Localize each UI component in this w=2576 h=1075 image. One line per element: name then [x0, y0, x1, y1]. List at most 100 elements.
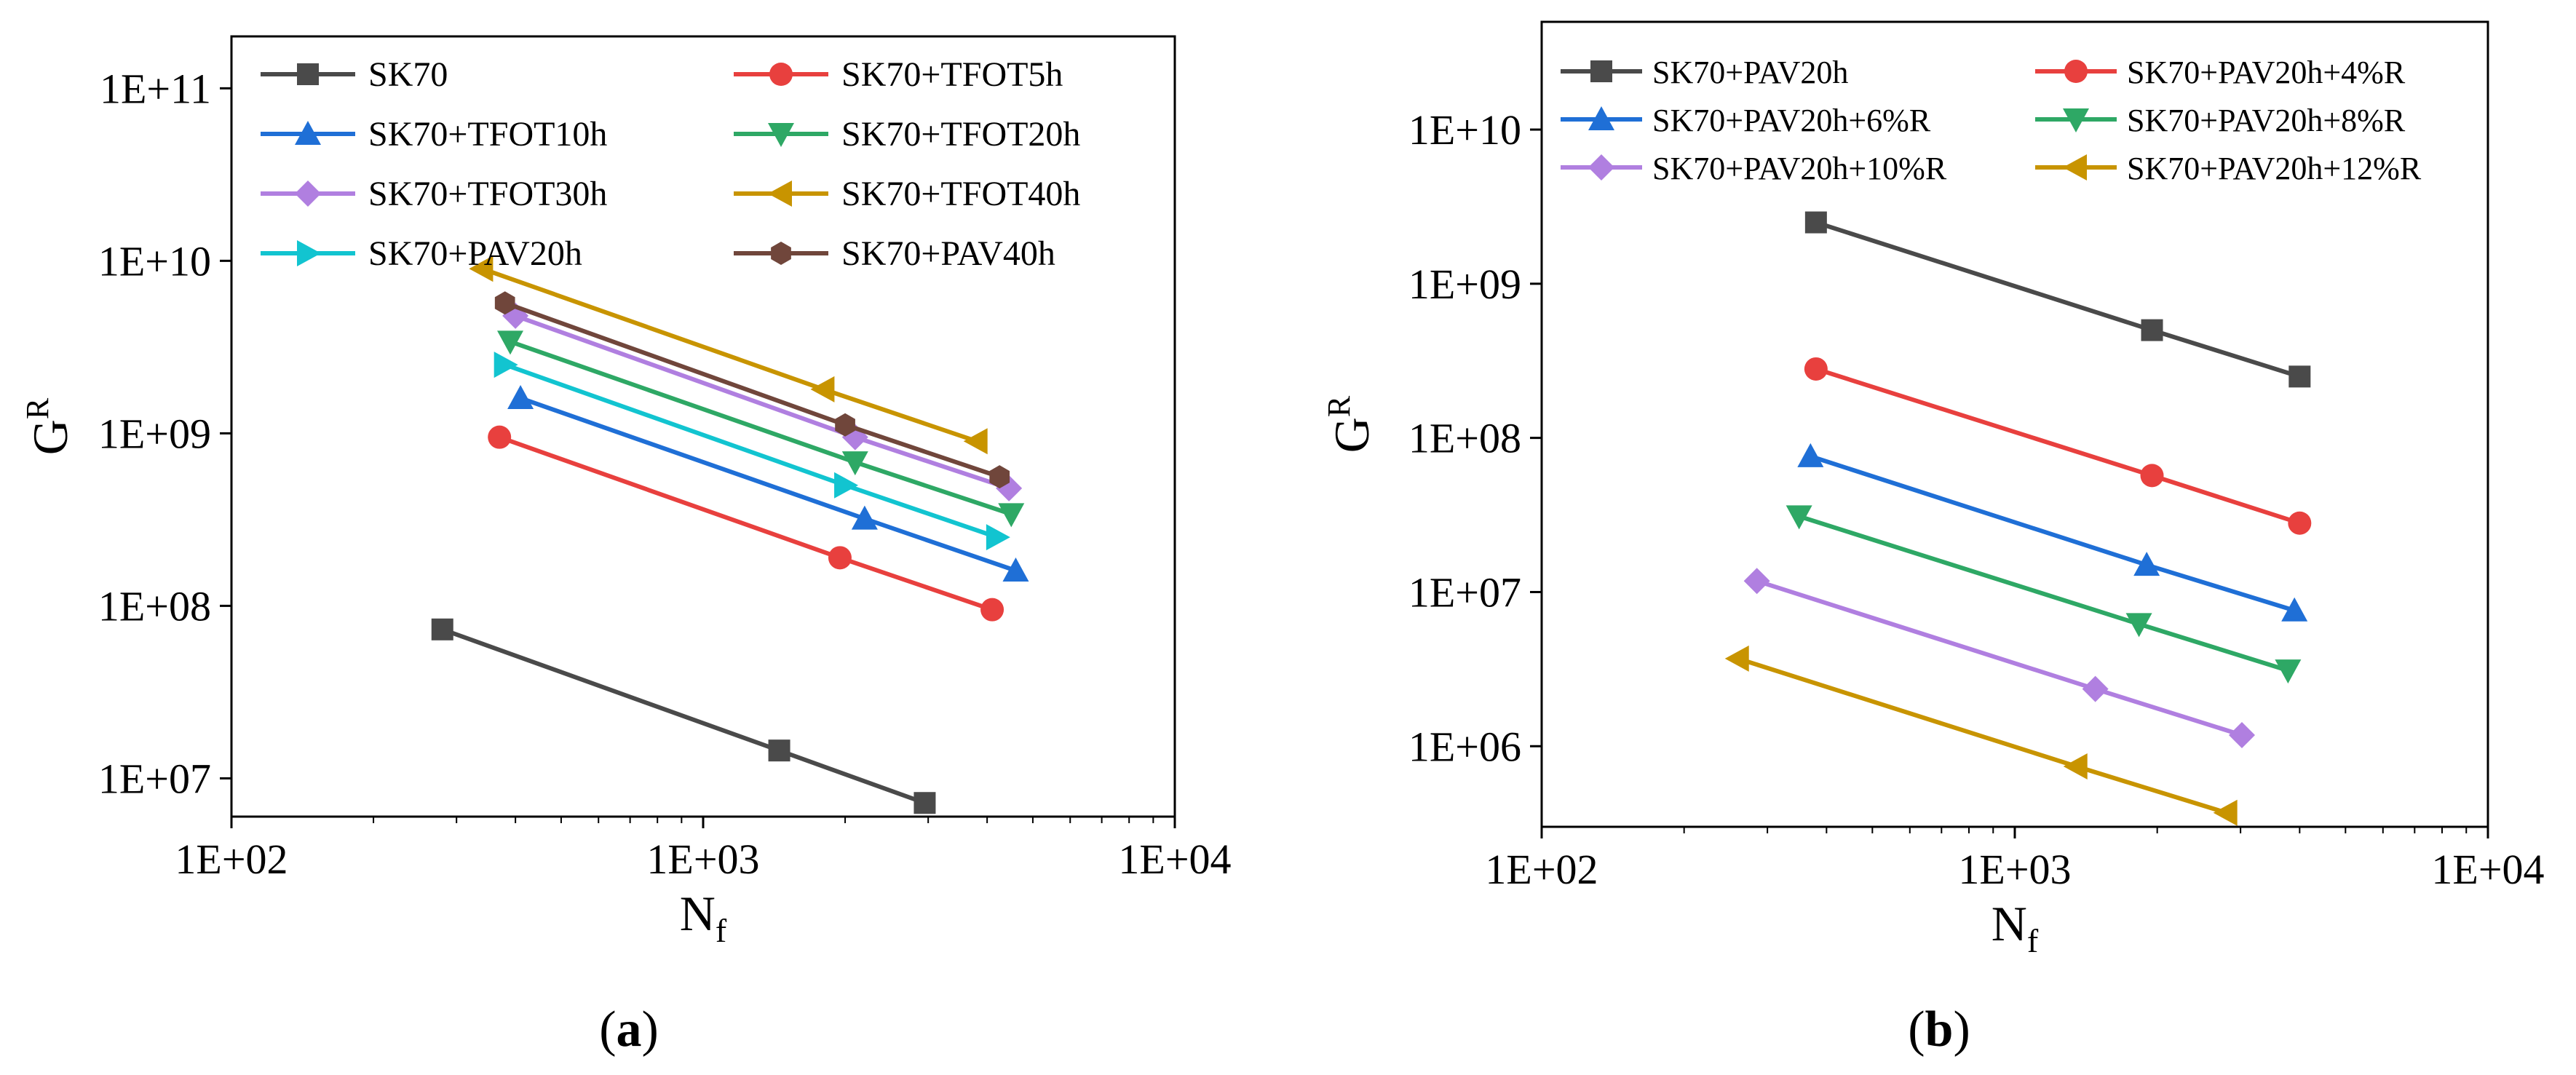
panel-b-series-line: [1815, 367, 2301, 525]
panel-a-data-point: [986, 524, 1010, 551]
panel-b-ticks: 1E+02 1E+03 1E+04 1E+06 1E+07 1E+08 1E+09 1E+10: [1408, 106, 2545, 893]
panel-b-series-line: [1737, 656, 2227, 815]
panel-a-legend-entry: SK70+TFOT5h: [734, 55, 1063, 94]
panel-b-caption: (b): [1908, 1001, 1970, 1058]
panel-a-series-2: [507, 385, 1029, 582]
panel-a-data-point: [1002, 558, 1029, 582]
panel-a-legend: SK70 SK70+TFOT5h SK70+TFOT10h SK70+TFOT20h S…: [261, 55, 1080, 273]
panel-a-data-point: [914, 792, 936, 814]
panel-b-legend-label: SK70+PAV20h+12%R: [2127, 151, 2422, 186]
panel-a-legend-entry: SK70+TFOT30h: [261, 175, 607, 213]
panel-a-series-line: [441, 627, 926, 806]
panel-a-series-line: [520, 396, 1017, 573]
panel-a-legend-label: SK70+TFOT40h: [841, 175, 1080, 213]
panel-b-legend-entry: SK70+PAV20h+10%R: [1561, 151, 1947, 186]
panel-b-data-point: [2213, 799, 2238, 826]
panel-a-data-point: [998, 503, 1025, 528]
panel-a-y-tick-label: 1E+10: [98, 237, 211, 285]
panel-b-y-axis-title-sup: R: [1321, 395, 1357, 417]
panel-b-data-point: [2082, 675, 2109, 702]
panel-b-x-axis-title: Nf: [1992, 896, 2039, 959]
panel-a-data-point: [768, 739, 790, 762]
panel-a-series-line: [481, 266, 978, 444]
panel-b-legend-entry: SK70+PAV20h+6%R: [1561, 103, 1931, 138]
panel-a-data-point: [851, 505, 878, 530]
panel-b-series-1: [1804, 357, 2312, 535]
panel-b-series-0: [1804, 211, 2311, 388]
panel-a-y-tick-label: 1E+11: [100, 65, 211, 112]
panel-b-data-point: [1786, 505, 1812, 530]
panel-b-legend-marker: [1588, 106, 1614, 130]
panel-a-x-tick-label: 1E+04: [1118, 836, 1231, 883]
panel-a-series-5: [469, 255, 988, 455]
panel-a-data-point: [841, 451, 868, 476]
panel-a-data-point: [810, 376, 835, 402]
panel-b-x-tick-label: 1E+04: [2431, 846, 2544, 893]
panel-b-data-point: [2063, 753, 2088, 780]
panel-a-data-point: [488, 425, 512, 449]
panel-a-series-4: [502, 302, 1023, 501]
panel-b-data-point: [1804, 357, 1828, 381]
panel-b-data-point: [1743, 568, 1770, 595]
panel-a-legend-marker: [769, 63, 793, 86]
panel-a-legend-label: SK70+PAV20h: [368, 234, 582, 273]
panel-b-series-5: [1724, 645, 2238, 826]
panel-a-y-axis-title: GR: [20, 397, 78, 455]
panel-b-legend-label: SK70+PAV20h+8%R: [2127, 103, 2406, 138]
panel-a-plot: [431, 255, 1029, 814]
panel-a-data-point: [835, 413, 855, 437]
panel-b-y-tick-label: 1E+08: [1408, 415, 1521, 462]
panel-b-series-line: [1756, 579, 2243, 737]
panel-a-data-point: [989, 465, 1010, 489]
panel-a-series-7: [494, 291, 1010, 489]
panel-b-legend-entry: SK70+PAV20h+8%R: [2035, 103, 2406, 138]
panel-a-data-point: [963, 428, 988, 455]
panel-b-legend-label: SK70+PAV20h+6%R: [1652, 103, 1931, 138]
panel-b-legend-entry: SK70+PAV20h: [1561, 55, 1848, 90]
panel-a-legend-marker: [297, 240, 321, 266]
panel-a-data-point: [431, 618, 453, 640]
panel-a-legend-label: SK70+PAV40h: [841, 234, 1055, 273]
panel-b-legend-marker: [1590, 60, 1612, 82]
panel-b-data-point: [2275, 659, 2302, 684]
panel-b-legend-marker: [2063, 154, 2087, 181]
panel-a-data-point: [834, 472, 859, 499]
panel-a-x-tick-label: 1E+02: [175, 836, 288, 883]
panel-b-y-tick-label: 1E+06: [1408, 723, 1521, 770]
panel-b-legend-label: SK70+PAV20h: [1652, 55, 1848, 90]
panel-a-y-tick-label: 1E+07: [98, 755, 211, 802]
panel-a-legend-marker: [295, 121, 321, 145]
panel-b-legend-label: SK70+PAV20h+4%R: [2127, 55, 2406, 90]
panel-a-data-point: [507, 385, 534, 410]
panel-a-legend-marker: [295, 181, 321, 207]
panel-b-legend-marker: [2064, 60, 2088, 83]
panel-b-x-tick-label: 1E+02: [1485, 846, 1598, 893]
panel-b-legend: SK70+PAV20h SK70+PAV20h+4%R SK70+PAV20h+6%…: [1561, 55, 2422, 186]
panel-a-data-point: [980, 598, 1004, 622]
panel-a-caption: (a): [599, 1001, 659, 1058]
panel-a-y-tick-label: 1E+08: [98, 582, 211, 630]
panel-a-x-axis-title-sub: f: [716, 912, 727, 949]
panel-b-data-point: [1797, 443, 1824, 467]
panel-b-data-point: [2133, 552, 2160, 576]
panel-b-series-3: [1786, 505, 2302, 684]
panel-a-series-line: [499, 435, 994, 612]
panel-a: 1E+02 1E+03 1E+04 1E+07 1E+08 1E+09 1E+10 1E+11…: [20, 35, 1232, 1058]
panel-a-caption-letter: a: [617, 1001, 642, 1058]
panel-a-legend-marker: [768, 123, 794, 147]
panel-b-data-point: [2288, 365, 2311, 388]
panel-a-series-line: [515, 314, 1010, 491]
panel-a-data-point: [494, 352, 518, 378]
panel-b-y-tick-label: 1E+10: [1408, 106, 1521, 154]
panel-a-data-point: [469, 255, 494, 282]
panel-a-legend-label: SK70+TFOT5h: [841, 55, 1063, 94]
panel-b-y-tick-label: 1E+09: [1408, 261, 1521, 308]
panel-a-legend-entry: SK70: [261, 55, 448, 94]
panel-a-legend-entry: SK70+TFOT10h: [261, 115, 607, 154]
panel-a-legend-marker: [768, 181, 792, 207]
panel-b-data-point: [2229, 722, 2256, 749]
panel-b-series-2: [1797, 443, 2308, 622]
panel-a-legend-entry: SK70+PAV20h: [261, 234, 582, 273]
panel-b-data-point: [2288, 511, 2312, 535]
